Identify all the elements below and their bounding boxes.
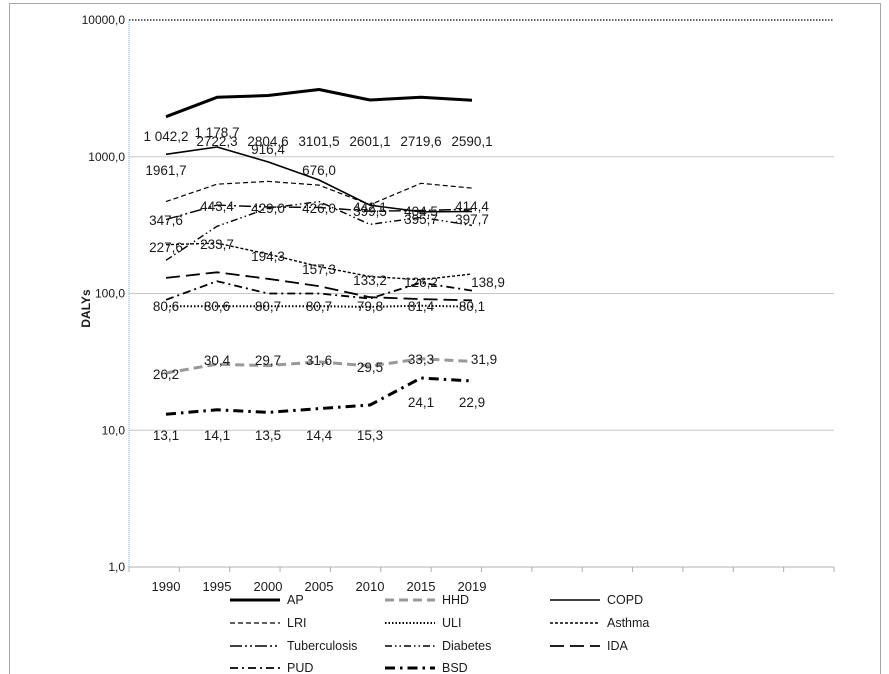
data-label-hhd: 29,5 — [357, 360, 383, 375]
series-line-bsd — [165, 376, 473, 416]
legend-label-ap: AP — [287, 593, 304, 607]
data-label-ap: 1961,7 — [145, 163, 186, 178]
legend-label-bsd: BSD — [442, 661, 468, 674]
data-label-copd: 1 042,2 — [143, 129, 188, 144]
data-label-bsd: 22,9 — [459, 395, 485, 410]
data-label-bsd: 15,3 — [357, 428, 383, 443]
y-tick-label: 1000,0 — [88, 150, 125, 164]
data-label-asthma: 227,6 — [149, 240, 183, 255]
series-line-copd — [165, 146, 473, 213]
y-tick-label: 10000,0 — [82, 13, 126, 27]
legend-label-ida: IDA — [607, 639, 629, 653]
y-tick-label: 1,0 — [108, 560, 125, 574]
data-label-asthma: 133,2 — [353, 273, 387, 288]
x-tick-label: 2000 — [254, 579, 283, 594]
x-tick-label: 2010 — [356, 579, 385, 594]
y-tick-label: 100,0 — [95, 287, 125, 301]
data-label-uli: 81,4 — [408, 299, 435, 314]
legend-label-uli: ULI — [442, 616, 461, 630]
data-label-ap: 2722,3 — [196, 134, 237, 149]
data-label-asthma: 157,3 — [302, 262, 336, 277]
data-label-ap: 2601,1 — [349, 134, 390, 149]
series-line-ap — [165, 88, 473, 119]
data-label-ap: 2719,6 — [400, 134, 441, 149]
data-label-tuberculosis: 414,4 — [455, 199, 489, 214]
series-line-hhd — [165, 357, 473, 375]
x-tick-label: 1990 — [152, 579, 181, 594]
data-label-copd: 916,4 — [251, 142, 285, 157]
data-label-uli: 80,7 — [306, 299, 332, 314]
x-tick-label: 2015 — [407, 579, 436, 594]
data-label-ap: 3101,5 — [298, 134, 339, 149]
data-label-copd: 442,1 — [353, 200, 387, 215]
legend-label-diabetes: Diabetes — [442, 639, 491, 653]
legend-label-lri: LRI — [287, 616, 306, 630]
data-label-bsd: 13,5 — [255, 428, 281, 443]
series-line-pud — [165, 280, 473, 301]
series-line-ida — [165, 271, 473, 302]
data-label-hhd: 31,6 — [306, 353, 332, 368]
data-label-asthma: 138,9 — [471, 275, 505, 290]
data-label-tuberculosis: 443,4 — [200, 199, 234, 214]
series-line-tuberculosis — [165, 204, 473, 221]
data-label-asthma: 233,7 — [200, 237, 234, 252]
legend-label-copd: COPD — [607, 593, 643, 607]
y-tick-label: 10,0 — [102, 423, 126, 437]
data-label-uli: 80,6 — [153, 299, 179, 314]
data-label-ap: 2590,1 — [451, 134, 492, 149]
data-label-bsd: 13,1 — [153, 428, 179, 443]
legend-label-asthma: Asthma — [607, 616, 649, 630]
data-label-tuberculosis: 347,6 — [149, 213, 183, 228]
data-label-bsd: 14,1 — [204, 428, 230, 443]
series-line-lri — [165, 180, 473, 206]
data-label-hhd: 29,7 — [255, 353, 281, 368]
data-label-hhd: 30,4 — [204, 353, 231, 368]
data-label-uli: 80,6 — [204, 299, 230, 314]
data-label-tuberculosis: 426,0 — [302, 201, 336, 216]
data-label-bsd: 14,4 — [306, 428, 333, 443]
series-line-diabetes — [165, 200, 473, 261]
data-label-copd: 395,7 — [404, 212, 438, 227]
series-line-asthma — [165, 242, 473, 281]
y-axis-title: DALYs — [79, 289, 93, 328]
data-label-copd: 397,7 — [455, 212, 489, 227]
data-label-uli: 79,8 — [357, 299, 383, 314]
legend-label-pud: PUD — [287, 661, 313, 674]
data-label-asthma: 126,2 — [404, 275, 438, 290]
chart-frame — [9, 3, 881, 674]
data-label-asthma: 194,3 — [251, 249, 285, 264]
x-tick-label: 2019 — [458, 579, 487, 594]
data-label-hhd: 33,3 — [408, 352, 434, 367]
legend-label-tuberculosis: Tuberculosis — [287, 639, 357, 653]
data-label-tuberculosis: 429,0 — [251, 201, 285, 216]
data-label-copd: 676,0 — [302, 163, 336, 178]
data-label-tuberculosis: 404,5 — [404, 204, 438, 219]
data-label-bsd: 24,1 — [408, 395, 434, 410]
data-label-ap: 2804,6 — [247, 134, 288, 149]
data-label-copd: 1 178,7 — [194, 125, 239, 140]
data-label-uli: 80,7 — [255, 299, 281, 314]
data-label-hhd: 26,2 — [153, 367, 179, 382]
x-tick-label: 2005 — [305, 579, 334, 594]
data-label-uli: 80,1 — [459, 299, 485, 314]
legend-label-hhd: HHD — [442, 593, 469, 607]
x-tick-label: 1995 — [203, 579, 232, 594]
data-label-hhd: 31,9 — [471, 352, 497, 367]
data-label-tuberculosis: 399,5 — [353, 204, 387, 219]
